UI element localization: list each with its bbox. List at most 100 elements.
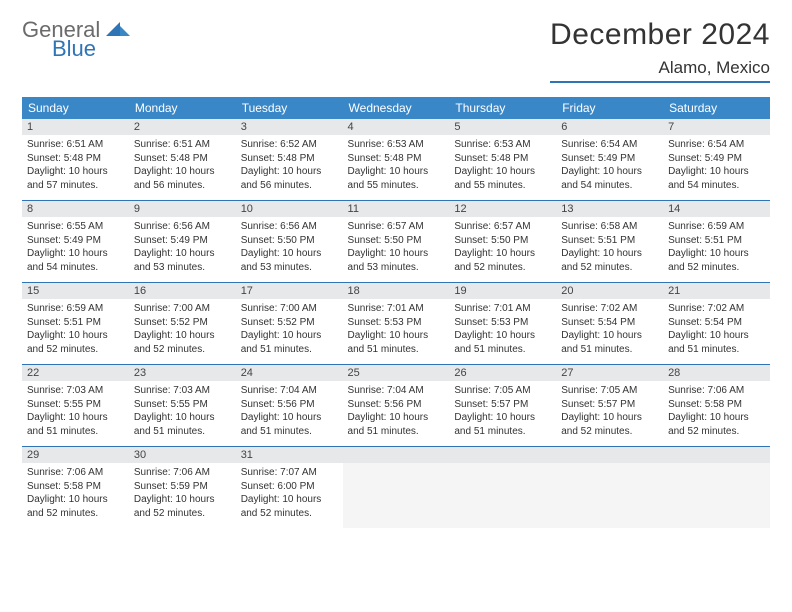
sunrise-line: Sunrise: 6:52 AM [241, 138, 338, 152]
daylight-line: Daylight: 10 hours and 51 minutes. [561, 329, 658, 356]
day-of-week-header: Saturday [663, 97, 770, 119]
sunset-line: Sunset: 5:57 PM [454, 398, 551, 412]
day-content-cell: Sunrise: 7:04 AMSunset: 5:56 PMDaylight:… [343, 381, 450, 447]
sunset-line: Sunset: 5:49 PM [668, 152, 765, 166]
sunset-line: Sunset: 5:53 PM [454, 316, 551, 330]
daylight-line: Daylight: 10 hours and 54 minutes. [27, 247, 124, 274]
day-content-cell: Sunrise: 7:01 AMSunset: 5:53 PMDaylight:… [343, 299, 450, 365]
logo-icon [106, 22, 132, 45]
day-number-cell: 8 [22, 201, 129, 217]
daylight-line: Daylight: 10 hours and 55 minutes. [348, 165, 445, 192]
daylight-line: Daylight: 10 hours and 52 minutes. [454, 247, 551, 274]
sunrise-line: Sunrise: 7:01 AM [454, 302, 551, 316]
sunrise-line: Sunrise: 7:00 AM [134, 302, 231, 316]
day-number-cell: 25 [343, 365, 450, 381]
daylight-line: Daylight: 10 hours and 52 minutes. [27, 329, 124, 356]
day-content-cell: Sunrise: 7:06 AMSunset: 5:58 PMDaylight:… [22, 463, 129, 528]
sunset-line: Sunset: 5:54 PM [561, 316, 658, 330]
daylight-line: Daylight: 10 hours and 51 minutes. [27, 411, 124, 438]
sunrise-line: Sunrise: 7:06 AM [134, 466, 231, 480]
day-content-cell [663, 463, 770, 528]
day-content-cell: Sunrise: 6:56 AMSunset: 5:50 PMDaylight:… [236, 217, 343, 283]
day-number-cell: 6 [556, 119, 663, 135]
day-number-cell [556, 447, 663, 463]
day-content-cell: Sunrise: 6:53 AMSunset: 5:48 PMDaylight:… [449, 135, 556, 201]
sunrise-line: Sunrise: 6:54 AM [668, 138, 765, 152]
sunset-line: Sunset: 5:50 PM [241, 234, 338, 248]
day-content-cell: Sunrise: 6:56 AMSunset: 5:49 PMDaylight:… [129, 217, 236, 283]
daylight-line: Daylight: 10 hours and 54 minutes. [668, 165, 765, 192]
day-of-week-row: SundayMondayTuesdayWednesdayThursdayFrid… [22, 97, 770, 119]
day-number-cell [449, 447, 556, 463]
sunset-line: Sunset: 5:55 PM [27, 398, 124, 412]
sunset-line: Sunset: 5:49 PM [27, 234, 124, 248]
sunrise-line: Sunrise: 6:51 AM [27, 138, 124, 152]
sunrise-line: Sunrise: 6:57 AM [454, 220, 551, 234]
daylight-line: Daylight: 10 hours and 51 minutes. [241, 411, 338, 438]
day-of-week-header: Thursday [449, 97, 556, 119]
sunset-line: Sunset: 5:59 PM [134, 480, 231, 494]
day-content-cell: Sunrise: 7:05 AMSunset: 5:57 PMDaylight:… [449, 381, 556, 447]
day-number-cell: 20 [556, 283, 663, 299]
sunset-line: Sunset: 5:48 PM [348, 152, 445, 166]
daylight-line: Daylight: 10 hours and 56 minutes. [241, 165, 338, 192]
sunset-line: Sunset: 5:54 PM [668, 316, 765, 330]
sunset-line: Sunset: 5:58 PM [27, 480, 124, 494]
daylight-line: Daylight: 10 hours and 56 minutes. [134, 165, 231, 192]
day-number-cell: 19 [449, 283, 556, 299]
day-content-cell: Sunrise: 6:57 AMSunset: 5:50 PMDaylight:… [343, 217, 450, 283]
day-number-row: 1234567 [22, 119, 770, 135]
sunrise-line: Sunrise: 7:05 AM [454, 384, 551, 398]
day-number-cell: 23 [129, 365, 236, 381]
daylight-line: Daylight: 10 hours and 52 minutes. [27, 493, 124, 520]
daylight-line: Daylight: 10 hours and 51 minutes. [348, 411, 445, 438]
logo-text: General Blue [22, 18, 100, 60]
daylight-line: Daylight: 10 hours and 51 minutes. [348, 329, 445, 356]
day-content-cell: Sunrise: 6:51 AMSunset: 5:48 PMDaylight:… [22, 135, 129, 201]
sunrise-line: Sunrise: 6:59 AM [668, 220, 765, 234]
day-content-cell: Sunrise: 6:55 AMSunset: 5:49 PMDaylight:… [22, 217, 129, 283]
day-number-cell: 9 [129, 201, 236, 217]
sunrise-line: Sunrise: 6:59 AM [27, 302, 124, 316]
day-content-cell [556, 463, 663, 528]
day-number-cell: 7 [663, 119, 770, 135]
day-number-row: 22232425262728 [22, 365, 770, 381]
day-content-cell: Sunrise: 7:01 AMSunset: 5:53 PMDaylight:… [449, 299, 556, 365]
sunset-line: Sunset: 5:51 PM [668, 234, 765, 248]
day-number-cell: 1 [22, 119, 129, 135]
day-content-cell: Sunrise: 6:59 AMSunset: 5:51 PMDaylight:… [22, 299, 129, 365]
sunrise-line: Sunrise: 7:04 AM [241, 384, 338, 398]
sunrise-line: Sunrise: 6:51 AM [134, 138, 231, 152]
calendar-table: SundayMondayTuesdayWednesdayThursdayFrid… [22, 97, 770, 528]
day-number-cell: 3 [236, 119, 343, 135]
day-number-cell: 17 [236, 283, 343, 299]
day-number-cell: 22 [22, 365, 129, 381]
logo-word2: Blue [52, 37, 100, 60]
sunset-line: Sunset: 5:56 PM [348, 398, 445, 412]
day-content-cell: Sunrise: 6:58 AMSunset: 5:51 PMDaylight:… [556, 217, 663, 283]
daylight-line: Daylight: 10 hours and 57 minutes. [27, 165, 124, 192]
sunset-line: Sunset: 5:48 PM [134, 152, 231, 166]
day-number-cell: 21 [663, 283, 770, 299]
day-number-cell: 10 [236, 201, 343, 217]
sunset-line: Sunset: 5:50 PM [348, 234, 445, 248]
daylight-line: Daylight: 10 hours and 51 minutes. [454, 411, 551, 438]
day-content-cell: Sunrise: 7:02 AMSunset: 5:54 PMDaylight:… [663, 299, 770, 365]
sunrise-line: Sunrise: 7:03 AM [134, 384, 231, 398]
daylight-line: Daylight: 10 hours and 52 minutes. [241, 493, 338, 520]
daylight-line: Daylight: 10 hours and 52 minutes. [134, 493, 231, 520]
sunrise-line: Sunrise: 6:53 AM [348, 138, 445, 152]
day-number-row: 891011121314 [22, 201, 770, 217]
day-number-row: 293031 [22, 447, 770, 463]
day-of-week-header: Tuesday [236, 97, 343, 119]
day-number-cell: 29 [22, 447, 129, 463]
day-number-cell [343, 447, 450, 463]
sunrise-line: Sunrise: 6:56 AM [241, 220, 338, 234]
sunrise-line: Sunrise: 7:06 AM [27, 466, 124, 480]
sunset-line: Sunset: 5:52 PM [134, 316, 231, 330]
sunrise-line: Sunrise: 6:58 AM [561, 220, 658, 234]
sunset-line: Sunset: 6:00 PM [241, 480, 338, 494]
daylight-line: Daylight: 10 hours and 52 minutes. [668, 411, 765, 438]
daylight-line: Daylight: 10 hours and 52 minutes. [668, 247, 765, 274]
day-number-cell: 12 [449, 201, 556, 217]
